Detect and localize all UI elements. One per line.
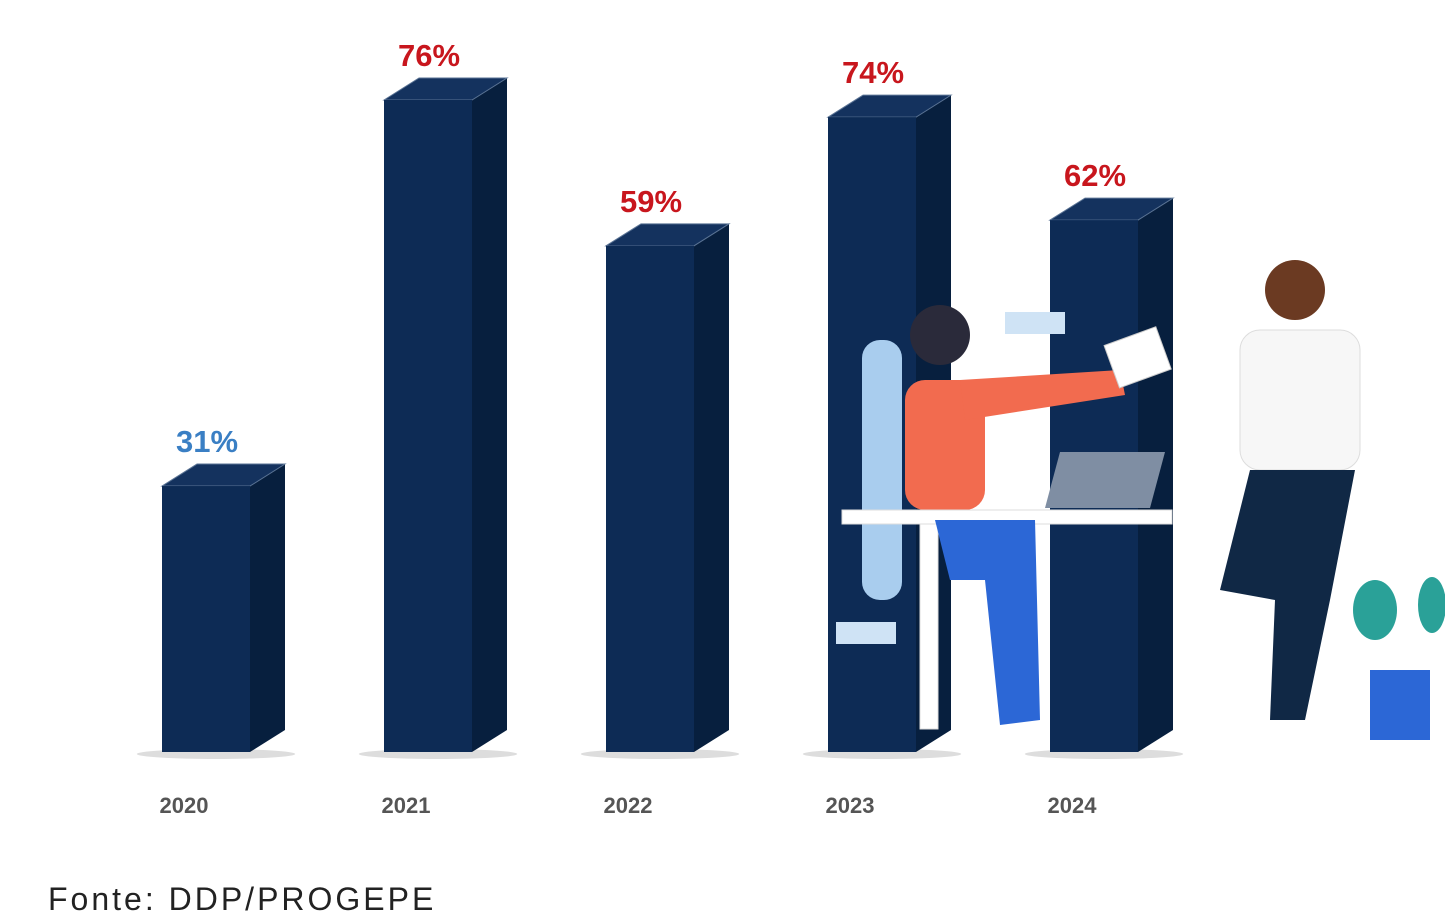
value-label: 74%: [842, 55, 904, 90]
pants: [1220, 470, 1355, 720]
head: [910, 305, 970, 365]
x-tick-label: 2023: [826, 793, 875, 818]
decor: [1005, 312, 1065, 334]
illustration: [836, 260, 1445, 740]
paper: [1103, 326, 1172, 389]
laptop: [1045, 452, 1165, 508]
x-tick-label: 2024: [1048, 793, 1098, 818]
chair: [862, 340, 902, 600]
bar: [358, 77, 518, 759]
x-tick-label: 2022: [604, 793, 653, 818]
desk-leg: [919, 523, 939, 730]
bar-front: [384, 100, 472, 752]
value-label: 59%: [620, 184, 682, 219]
legs: [935, 520, 1040, 725]
leaf: [1418, 577, 1445, 633]
value-label: 31%: [176, 424, 238, 459]
bar: [580, 223, 740, 759]
source: Fonte: DDP/PROGEPE: [48, 881, 436, 917]
bar-front: [606, 245, 694, 752]
value-label: 76%: [398, 38, 460, 73]
head: [1265, 260, 1325, 320]
bar-side: [472, 78, 507, 752]
decor: [836, 622, 896, 644]
pot: [1370, 670, 1430, 740]
bar-side: [250, 464, 285, 752]
x-tick-label: 2020: [160, 793, 209, 818]
shirt: [1239, 329, 1361, 471]
x-tick-label: 2021: [382, 793, 431, 818]
bar: [136, 463, 296, 759]
arm: [960, 370, 1125, 420]
leaf: [1353, 580, 1397, 640]
bar-front: [162, 486, 250, 752]
value-label: 62%: [1064, 158, 1126, 193]
bar-side: [694, 223, 729, 752]
